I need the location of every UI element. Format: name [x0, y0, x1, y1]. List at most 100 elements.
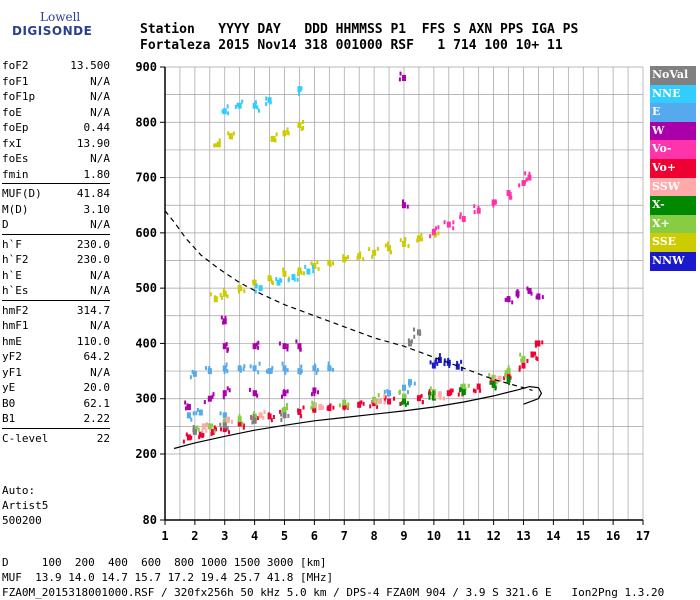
data-point	[297, 368, 302, 375]
chart-points	[182, 71, 544, 444]
digisonde-logo: Lowell DIGISONDE	[0, 0, 120, 60]
data-point	[346, 404, 349, 409]
param-value: 41.84	[76, 187, 110, 200]
data-point	[226, 104, 229, 109]
data-point	[460, 366, 463, 371]
data-point	[376, 246, 379, 251]
data-point	[252, 390, 257, 397]
data-point	[299, 347, 302, 352]
data-point	[252, 102, 257, 109]
y-tick-label: 80	[143, 513, 157, 527]
data-point	[297, 408, 302, 415]
data-point	[201, 434, 204, 439]
data-point	[270, 277, 273, 282]
data-point	[416, 395, 421, 402]
data-point	[399, 402, 402, 407]
data-point	[536, 340, 541, 347]
param-row: h`F2 230.0	[2, 252, 110, 268]
param-value: N/A	[90, 284, 110, 297]
data-point	[295, 339, 298, 344]
auto-code: 500200	[2, 514, 42, 527]
data-point	[222, 395, 225, 400]
y-tick-label: 700	[135, 171, 157, 185]
data-point	[213, 429, 216, 434]
data-point	[196, 425, 199, 430]
data-point	[316, 368, 319, 373]
logo-digisonde-text: DIGISONDE	[12, 24, 93, 38]
data-point	[312, 402, 317, 409]
data-point	[461, 391, 464, 396]
data-point	[535, 356, 538, 361]
data-point	[192, 371, 195, 376]
data-point	[242, 423, 245, 428]
data-point	[491, 199, 496, 206]
data-point	[234, 104, 237, 109]
data-point	[279, 409, 282, 414]
data-point	[208, 366, 211, 371]
param-name: h`F	[2, 237, 22, 251]
data-point	[406, 401, 409, 406]
data-point	[253, 411, 256, 416]
x-tick-label: 9	[400, 529, 407, 543]
data-point	[473, 204, 476, 209]
data-point	[286, 343, 289, 348]
data-point	[327, 405, 332, 412]
param-name: foEp	[2, 121, 29, 134]
data-point	[494, 386, 497, 391]
data-point	[251, 420, 254, 425]
data-point	[494, 374, 497, 379]
legend-item: NoVal	[650, 66, 696, 85]
data-point	[534, 351, 537, 356]
data-point	[331, 367, 334, 372]
data-point	[443, 358, 446, 363]
y-tick-label: 200	[135, 447, 157, 461]
data-point	[254, 289, 257, 294]
data-point	[222, 343, 227, 350]
data-point	[460, 387, 463, 392]
data-point	[198, 431, 203, 438]
data-point	[509, 375, 512, 380]
data-point	[252, 417, 257, 424]
data-point	[476, 383, 481, 390]
data-point	[254, 100, 257, 105]
param-value: 314.7	[76, 303, 110, 317]
data-point	[299, 370, 302, 375]
y-tick-label: 800	[135, 115, 157, 129]
data-point	[275, 132, 278, 137]
data-point	[387, 241, 390, 246]
data-point	[213, 425, 216, 430]
param-name: foEs	[2, 152, 29, 165]
data-point	[460, 384, 463, 389]
data-point	[443, 396, 446, 401]
chart-axes: 1 2 3 4 5 6 7 8 9 10 11 12 13 14 15 16 17802003004005006…	[135, 60, 650, 543]
data-point	[434, 394, 437, 399]
param-value: N/A	[90, 268, 110, 282]
data-point	[222, 108, 227, 115]
data-point	[218, 138, 221, 143]
data-point	[269, 100, 272, 105]
data-point	[191, 369, 194, 374]
data-point	[461, 389, 466, 396]
x-tick-label: 16	[606, 529, 620, 543]
data-point	[429, 234, 432, 239]
data-point	[249, 364, 252, 369]
data-point	[270, 418, 273, 423]
data-point	[399, 238, 402, 243]
data-point	[518, 183, 521, 188]
data-point	[196, 407, 199, 412]
data-point	[249, 414, 252, 419]
data-point	[521, 362, 526, 369]
data-point	[256, 416, 259, 421]
legend-item: NNE	[650, 84, 696, 104]
x-tick-label: 8	[371, 529, 378, 543]
data-point	[506, 190, 511, 197]
data-point	[242, 367, 245, 372]
data-point	[270, 135, 275, 142]
data-point	[329, 262, 332, 267]
data-point	[312, 406, 317, 413]
data-point	[283, 389, 286, 394]
data-point	[280, 394, 283, 399]
param-name: foF1	[2, 74, 29, 88]
data-point	[222, 412, 227, 419]
data-point	[302, 119, 305, 124]
